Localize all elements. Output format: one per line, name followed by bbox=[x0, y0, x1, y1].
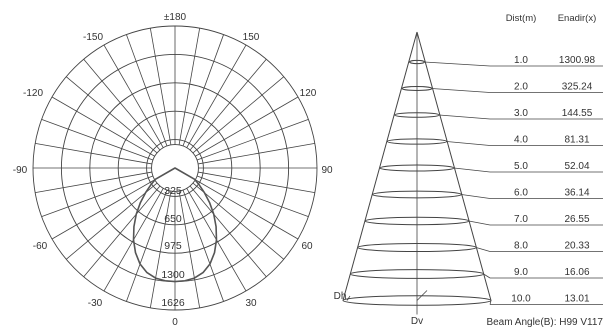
angle-label-left: -90 bbox=[13, 165, 28, 176]
row-illuminance: 13.01 bbox=[564, 294, 589, 305]
polar-spoke bbox=[178, 191, 201, 308]
row-distance: 2.0 bbox=[514, 82, 528, 93]
angle-label-bottom-left: -30 bbox=[88, 298, 103, 309]
row-leader bbox=[424, 61, 491, 67]
polar-spoke bbox=[35, 142, 152, 165]
polar-spoke bbox=[51, 179, 155, 240]
row-distance: 6.0 bbox=[514, 188, 528, 199]
angle-label-upper-right: 150 bbox=[243, 32, 260, 43]
angle-label-upper-left: -150 bbox=[83, 32, 103, 43]
row-leader bbox=[453, 167, 491, 173]
polar-spoke bbox=[103, 44, 164, 148]
polar-spoke bbox=[195, 96, 299, 157]
cone-label-vertical: Dv bbox=[411, 316, 423, 327]
ring-label: 1626 bbox=[161, 297, 185, 309]
polar-spoke bbox=[189, 185, 267, 278]
table-header-illuminance: Enadir(x) bbox=[558, 13, 597, 24]
cone-dh-leader bbox=[346, 295, 351, 301]
row-illuminance: 16.06 bbox=[564, 267, 589, 278]
polar-spoke bbox=[149, 28, 172, 145]
row-distance: 8.0 bbox=[514, 241, 528, 252]
cone-label-horizontal: Dh bbox=[334, 291, 347, 302]
row-leader bbox=[446, 141, 491, 146]
cone-radius-line bbox=[416, 290, 428, 301]
polar-spoke bbox=[192, 76, 285, 154]
ring-label: 975 bbox=[164, 240, 182, 252]
angle-label-bottom: 0 bbox=[172, 317, 178, 327]
polar-curve-group bbox=[132, 167, 218, 283]
intensity-curve bbox=[132, 167, 218, 283]
row-distance: 7.0 bbox=[514, 214, 528, 225]
angle-label-mid-upper-left: -120 bbox=[23, 88, 43, 99]
polar-spoke bbox=[35, 171, 152, 194]
beam-angle-caption: Beam Angle(B): H99 V117 bbox=[486, 317, 603, 327]
row-distance: 4.0 bbox=[514, 135, 528, 146]
polar-spoke bbox=[83, 58, 161, 151]
angle-label-bottom-right: 30 bbox=[245, 298, 257, 309]
polar-spoke bbox=[51, 96, 155, 157]
angle-label-lower-left: -60 bbox=[33, 241, 48, 252]
row-leader bbox=[468, 220, 491, 226]
row-illuminance: 26.55 bbox=[564, 214, 589, 225]
ring-label: 325 bbox=[164, 185, 182, 197]
row-leader bbox=[476, 247, 491, 252]
row-illuminance: 325.24 bbox=[562, 82, 593, 93]
row-leader bbox=[489, 300, 492, 305]
angle-label-lower-right: 60 bbox=[301, 241, 313, 252]
table-header-distance: Dist(m) bbox=[506, 13, 537, 24]
polar-spoke bbox=[41, 175, 154, 217]
row-leader bbox=[439, 114, 491, 120]
cone-side-right bbox=[416, 31, 492, 301]
row-illuminance: 1300.98 bbox=[559, 55, 596, 66]
row-leader bbox=[483, 273, 491, 279]
row-distance: 9.0 bbox=[514, 267, 528, 278]
row-distance: 5.0 bbox=[514, 161, 528, 172]
polar-spoke bbox=[65, 76, 158, 154]
polar-spoke bbox=[196, 119, 309, 161]
polar-spoke bbox=[182, 34, 224, 147]
polar-spoke bbox=[195, 179, 299, 240]
angle-label-right: 90 bbox=[321, 165, 333, 176]
polar-spoke bbox=[41, 119, 154, 161]
polar-spoke bbox=[182, 189, 224, 302]
polar-spoke bbox=[149, 191, 172, 308]
beam-cone bbox=[342, 31, 492, 315]
angle-label-mid-upper-right: 120 bbox=[300, 88, 317, 99]
polar-spoke bbox=[83, 185, 161, 278]
distance-table: 1.0 1300.98 2.0 325.24 3.0 144.55 4.0 81.31 5.0 5… bbox=[424, 55, 603, 305]
cone-side-left bbox=[342, 31, 418, 301]
polar-spoke bbox=[192, 182, 285, 260]
row-leader bbox=[461, 194, 491, 199]
row-illuminance: 81.31 bbox=[564, 135, 589, 146]
polar-spoke bbox=[189, 58, 267, 151]
polar-spoke bbox=[196, 175, 309, 217]
row-illuminance: 144.55 bbox=[562, 108, 593, 119]
polar-spoke bbox=[126, 189, 168, 302]
polar-spoke bbox=[65, 182, 158, 260]
row-distance: 3.0 bbox=[514, 108, 528, 119]
polar-spoke bbox=[178, 28, 201, 145]
polar-spoke bbox=[198, 171, 315, 194]
row-distance: 1.0 bbox=[514, 55, 528, 66]
row-leader bbox=[431, 88, 491, 93]
row-distance: 10.0 bbox=[511, 294, 531, 305]
row-illuminance: 36.14 bbox=[564, 188, 589, 199]
polar-spoke bbox=[126, 34, 168, 147]
ring-label: 1300 bbox=[161, 269, 185, 281]
polar-spoke bbox=[186, 44, 247, 148]
angle-label-top: ±180 bbox=[164, 12, 187, 23]
polar-spoke bbox=[198, 142, 315, 165]
row-illuminance: 20.33 bbox=[564, 241, 589, 252]
row-illuminance: 52.04 bbox=[564, 161, 589, 172]
ring-label: 650 bbox=[164, 213, 182, 225]
